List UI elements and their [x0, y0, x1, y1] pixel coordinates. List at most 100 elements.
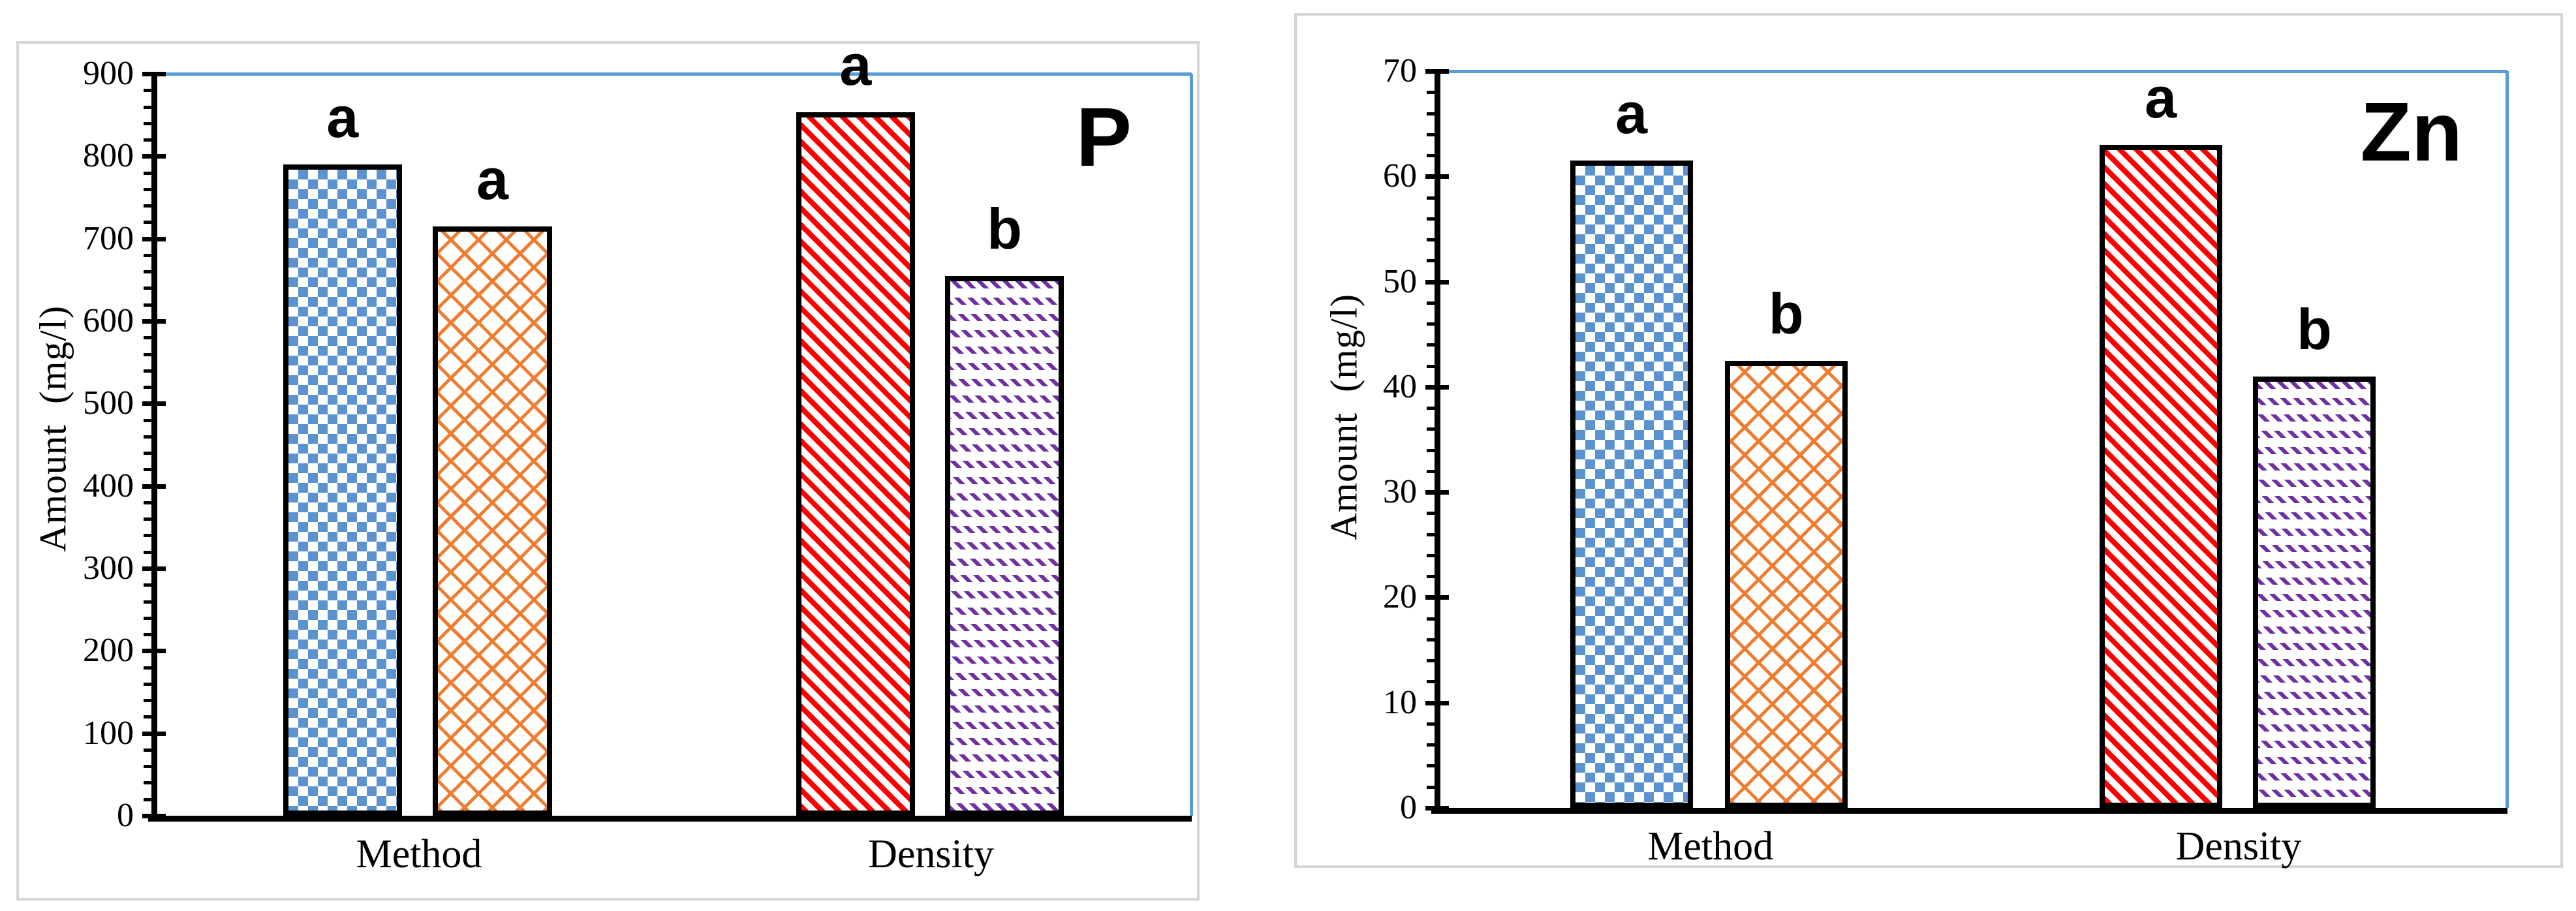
y-tick-minor — [144, 517, 152, 521]
significance-letter: a — [326, 84, 359, 149]
y-tick-minor — [144, 89, 152, 93]
y-tick-label: 800 — [83, 137, 134, 175]
y-tick-minor — [1427, 575, 1435, 579]
y-tick-minor — [1427, 364, 1435, 368]
y-tick-minor — [1427, 259, 1435, 263]
y-tick-major — [142, 566, 166, 571]
y-tick-label: 900 — [83, 55, 134, 92]
x-axis-line — [1431, 808, 2507, 814]
y-tick-minor — [1427, 722, 1435, 726]
y-tick-minor — [144, 699, 152, 703]
y-tick-minor — [144, 501, 152, 504]
y-tick-minor — [144, 221, 152, 224]
y-tick-minor — [1427, 512, 1435, 516]
y-tick-minor — [1427, 301, 1435, 305]
y-tick-label: 600 — [83, 302, 134, 339]
category-label: Density — [2175, 824, 2302, 869]
y-tick-minor — [144, 550, 152, 554]
y-tick-minor — [1427, 427, 1435, 431]
y-tick-minor — [144, 204, 152, 208]
category-label: Method — [356, 832, 482, 876]
y-tick-minor — [144, 187, 152, 191]
significance-letter: a — [2145, 65, 2177, 130]
y-tick-minor — [144, 600, 152, 604]
bar-red-diagonal-stripe — [2099, 144, 2222, 808]
bar-purple-dash-rows — [944, 275, 1064, 816]
y-tick-label: 0 — [1400, 789, 1417, 826]
y-tick-minor — [144, 748, 152, 752]
y-tick-label: 100 — [83, 714, 134, 752]
plot-border-right — [1190, 74, 1193, 816]
y-tick-major — [1425, 384, 1449, 390]
y-tick-minor — [1427, 764, 1435, 768]
y-tick-label: 30 — [1383, 473, 1417, 511]
significance-letter: b — [987, 196, 1022, 261]
y-tick-minor — [144, 286, 152, 290]
y-tick-minor — [1427, 743, 1435, 747]
x-axis-line — [148, 816, 1192, 822]
bar-orange-crosshatch — [1724, 360, 1848, 808]
category-label: Method — [1647, 824, 1774, 869]
y-tick-minor — [1427, 196, 1435, 200]
plot-border-right — [2506, 71, 2509, 808]
y-tick-minor — [144, 468, 152, 472]
bar-blue-checker — [1570, 161, 1693, 808]
y-axis-line — [151, 74, 157, 820]
y-tick-minor — [144, 418, 152, 422]
y-tick-major — [1425, 490, 1449, 495]
y-tick-label: 0 — [117, 797, 134, 834]
y-tick-minor — [1427, 238, 1435, 242]
y-tick-minor — [1427, 553, 1435, 557]
y-tick-minor — [1427, 785, 1435, 789]
y-tick-major — [142, 236, 166, 241]
y-tick-minor — [144, 616, 152, 620]
y-tick-minor — [1427, 91, 1435, 95]
y-tick-major — [142, 731, 166, 736]
y-tick-minor — [144, 452, 152, 456]
bar-purple-dash-rows — [2253, 376, 2376, 808]
y-tick-minor — [144, 303, 152, 307]
y-tick-minor — [144, 765, 152, 769]
y-axis-title: Amount (mg/l) — [1322, 293, 1365, 541]
y-tick-major — [142, 154, 166, 159]
chart-title: Zn — [2360, 85, 2463, 179]
y-tick-minor — [1427, 343, 1435, 347]
y-tick-major — [1425, 700, 1449, 705]
y-tick-label: 40 — [1383, 367, 1417, 405]
y-tick-minor — [1427, 659, 1435, 663]
y-tick-minor — [1427, 448, 1435, 452]
chart-panel-p: 0 100 200 300 400 500 600 700 800 900 a a Method a b De… — [16, 35, 1200, 901]
y-tick-major — [1425, 69, 1449, 74]
y-tick-label: 70 — [1383, 52, 1417, 89]
y-tick-label: 10 — [1383, 683, 1417, 721]
y-tick-minor — [144, 336, 152, 340]
y-tick-minor — [1427, 638, 1435, 641]
y-tick-minor — [144, 435, 152, 439]
plot-border-top — [1440, 70, 2507, 73]
y-tick-label: 60 — [1383, 157, 1417, 195]
y-tick-minor — [144, 105, 152, 109]
significance-letter: b — [2297, 296, 2332, 362]
y-tick-minor — [144, 534, 152, 538]
y-tick-label: 200 — [83, 632, 134, 670]
y-tick-label: 300 — [83, 549, 134, 587]
y-tick-major — [142, 484, 166, 489]
y-tick-minor — [144, 386, 152, 390]
y-tick-minor — [1427, 217, 1435, 221]
y-tick-major — [1425, 279, 1449, 285]
y-tick-minor — [144, 369, 152, 373]
y-tick-label: 20 — [1383, 578, 1417, 616]
y-tick-major — [142, 319, 166, 324]
y-tick-minor — [144, 121, 152, 125]
y-tick-label: 50 — [1383, 262, 1417, 300]
y-tick-minor — [144, 253, 152, 257]
y-tick-minor — [144, 666, 152, 670]
category-label: Density — [868, 832, 995, 876]
y-tick-label: 500 — [83, 384, 134, 422]
y-tick-major — [142, 649, 166, 654]
y-tick-minor — [144, 270, 152, 274]
y-tick-minor — [1427, 680, 1435, 684]
y-tick-minor — [1427, 154, 1435, 158]
y-tick-minor — [1427, 617, 1435, 621]
